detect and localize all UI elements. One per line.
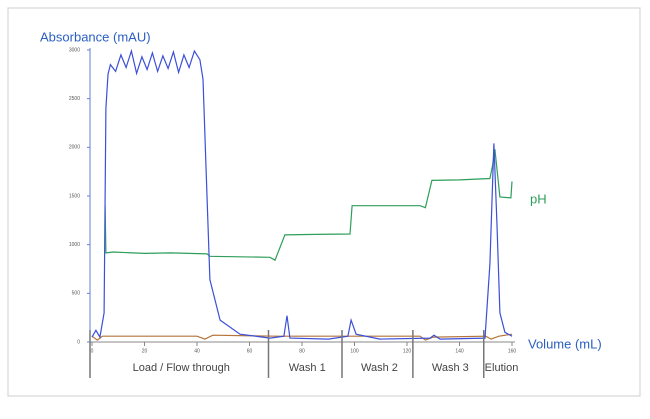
y-tick-label: 500	[72, 291, 81, 297]
x-axis-title: Volume (mL)	[528, 336, 602, 351]
y-tick-label: 1500	[69, 193, 80, 199]
x-tick-label: 0	[91, 348, 94, 354]
y-tick-label: 3000	[69, 47, 80, 53]
x-tick-label: 120	[403, 348, 412, 354]
y-tick-label: 2000	[69, 145, 80, 151]
x-tick-label: 140	[455, 348, 464, 354]
y-axis-title: Absorbance (mAU)	[40, 29, 151, 44]
phase-label: Wash 2	[361, 362, 398, 374]
phase-label: Wash 1	[289, 362, 326, 374]
x-tick-label: 100	[350, 348, 359, 354]
y-tick-label: 1000	[69, 242, 80, 248]
frame	[7, 7, 641, 397]
phase-label: Wash 3	[432, 362, 469, 374]
x-tick-label: 20	[142, 348, 148, 354]
x-tick-label: 60	[247, 348, 253, 354]
y-tick-label: 0	[77, 339, 80, 345]
x-tick-label: 80	[299, 348, 305, 354]
series-line	[91, 48, 513, 340]
x-tick-label: 160	[508, 348, 517, 354]
series-line	[91, 333, 513, 341]
ph-label: pH	[530, 191, 547, 206]
phase-label: Load / Flow through	[133, 362, 230, 374]
phase-label: Elution	[485, 362, 519, 374]
x-tick-label: 40	[194, 348, 200, 354]
y-tick-label: 2500	[69, 96, 80, 102]
